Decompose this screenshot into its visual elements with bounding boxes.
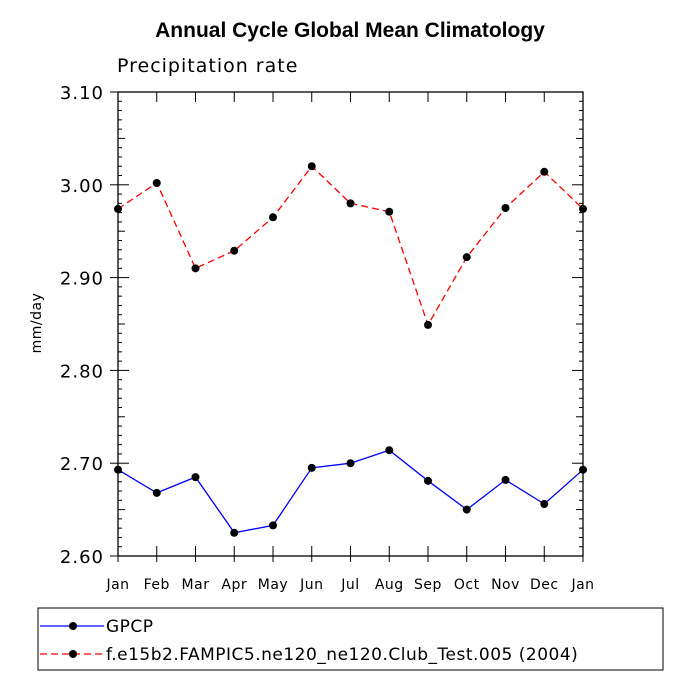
series-0-point [191, 473, 200, 482]
x-tick-label: Nov [491, 577, 520, 593]
series-1-point [346, 199, 355, 208]
y-tick-label: 2.90 [60, 269, 104, 290]
x-tick-label: Jan [105, 577, 129, 593]
y-axis-label: mm/day [29, 293, 45, 354]
series-1-point [152, 178, 161, 187]
x-tick-label: Mar [182, 577, 210, 593]
chart-subtitle: Precipitation rate [117, 55, 298, 77]
series-1-point [230, 246, 239, 255]
series-0-point [152, 488, 161, 497]
x-tick-label: Apr [221, 577, 247, 593]
y-tick-label: 3.10 [60, 83, 104, 104]
x-tick-label: Jun [299, 577, 323, 593]
series-1-point [462, 253, 471, 262]
legend-marker-1 [69, 650, 77, 658]
x-tick-label: Sep [414, 577, 442, 593]
series-1-point [307, 162, 316, 171]
series-1-point [424, 320, 432, 329]
series-1-point [191, 264, 200, 273]
plot-frame [117, 91, 584, 557]
series-0-point [230, 528, 239, 537]
series-1-point [269, 213, 277, 222]
legend-label-0: GPCP [106, 617, 154, 637]
series-1-point [540, 167, 549, 176]
series-0-point [307, 463, 316, 472]
series-0-point [385, 446, 394, 455]
series-0-point [462, 505, 471, 514]
y-tick-label: 2.60 [60, 547, 104, 568]
y-tick-label: 2.80 [60, 361, 104, 382]
x-tick-label: Jan [570, 577, 594, 593]
legend-label-1: f.e15b2.FAMPIC5.ne120_ne120.Club_Test.00… [106, 645, 578, 665]
series-0-point [501, 475, 510, 484]
legend-marker-0 [69, 622, 77, 630]
x-tick-label: Oct [454, 577, 480, 593]
x-tick-label: Dec [530, 577, 559, 593]
series-0-point [424, 476, 432, 485]
y-tick-label: 2.70 [60, 454, 104, 475]
series-1-point [385, 207, 394, 216]
x-tick-label: May [258, 577, 288, 593]
y-tick-label: 3.00 [60, 176, 104, 197]
x-tick-label: Aug [375, 577, 404, 593]
series-0-point [346, 459, 355, 468]
chart-title: Annual Cycle Global Mean Climatology [155, 19, 545, 42]
series-line-1 [117, 165, 584, 327]
series-0-point [540, 500, 549, 509]
legend-box [37, 607, 664, 671]
series-0-point [269, 521, 277, 530]
x-tick-label: Feb [144, 577, 170, 593]
x-tick-label: Jul [340, 577, 359, 593]
series-1-point [501, 204, 510, 212]
